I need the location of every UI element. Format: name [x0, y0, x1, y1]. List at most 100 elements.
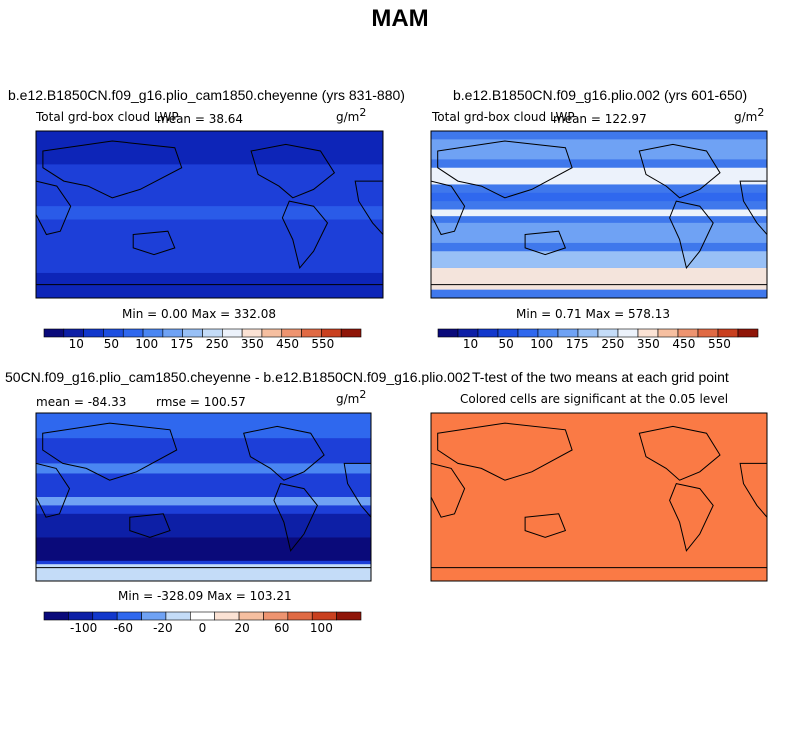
colorbar-cell	[182, 328, 203, 338]
map-frame	[35, 412, 372, 582]
coastline	[281, 200, 329, 269]
colorbar-cell	[63, 328, 84, 338]
panel-stats: Min = -328.09 Max = 103.21	[118, 589, 292, 603]
map-band	[431, 167, 767, 185]
map-panel	[35, 130, 384, 299]
coastline	[42, 140, 183, 199]
coastline	[243, 425, 325, 481]
map-background	[431, 413, 767, 581]
map-band	[36, 131, 383, 165]
colorbar-cell	[222, 328, 243, 338]
coastline	[669, 483, 714, 552]
colorbar-cell	[697, 328, 719, 338]
map-band	[36, 497, 371, 506]
colorbar: 10 50 100 175 250 350 450 550	[437, 328, 759, 351]
colorbar-cell	[241, 328, 263, 338]
colorbar-cell	[477, 328, 499, 338]
map-frame	[35, 130, 384, 299]
map-panel	[430, 412, 768, 582]
colorbar-cell	[261, 328, 283, 338]
map-band	[431, 222, 767, 243]
panel-stats: Min = 0.71 Max = 578.13	[516, 307, 670, 321]
colorbar-label: 50	[104, 337, 119, 351]
panel-mean: mean = -84.33	[36, 395, 126, 409]
colorbar-cell	[165, 611, 191, 621]
units-base: g/m	[734, 110, 757, 124]
colorbar-label: 100	[530, 337, 553, 351]
colorbar-cell	[162, 328, 183, 338]
coastline	[638, 425, 721, 481]
colorbar-cell	[214, 611, 240, 621]
coastline	[42, 422, 178, 481]
panel-variable: Total grd-box cloud LWP	[431, 110, 575, 124]
coastline	[250, 143, 336, 199]
colorbar-label: 0	[199, 621, 207, 635]
colorbar-cell	[238, 611, 264, 621]
map-band	[36, 206, 383, 220]
colorbar-cell	[321, 328, 342, 338]
colorbar-cell	[737, 328, 759, 338]
panel-units: g/m2	[734, 106, 764, 124]
coastline	[273, 483, 318, 552]
panel-mean: mean = 122.97	[553, 112, 647, 126]
colorbar-label: 10	[463, 337, 478, 351]
coastline	[437, 422, 573, 481]
panel-title: 50CN.f09_g16.plio_cam1850.cheyenne - b.e…	[5, 369, 471, 385]
colorbar-label: 50	[498, 337, 513, 351]
colorbar-cell	[517, 328, 539, 338]
map-frame	[430, 130, 768, 299]
colorbar-cell	[336, 611, 362, 621]
map-band	[36, 413, 371, 439]
colorbar-cell	[677, 328, 699, 338]
colorbar-label: -100	[70, 621, 97, 635]
colorbar-label: 450	[276, 337, 299, 351]
map-band	[431, 192, 767, 202]
map-band	[431, 267, 767, 290]
colorbar-label: 175	[566, 337, 589, 351]
panel-rmse: rmse = 100.57	[156, 395, 246, 409]
colorbar-cell	[301, 328, 322, 338]
coastline	[36, 180, 72, 236]
colorbar-cell	[437, 328, 459, 338]
colorbar-cell	[202, 328, 223, 338]
figure-title: MAM	[371, 5, 428, 32]
colorbar-label: 250	[601, 337, 624, 351]
coastline	[354, 180, 383, 236]
colorbar-cell	[597, 328, 619, 338]
colorbar-cell	[497, 328, 519, 338]
colorbar-cell	[83, 328, 104, 338]
colorbar-cell	[537, 328, 559, 338]
coastline	[343, 462, 371, 518]
colorbar-cell	[617, 328, 639, 338]
panel-title: b.e12.B1850CN.f09_g16.plio.002 (yrs 601-…	[453, 87, 747, 103]
panel-title: T-test of the two means at each grid poi…	[472, 369, 729, 385]
coastline	[739, 462, 767, 518]
colorbar-cell	[142, 328, 164, 338]
map-band	[36, 513, 371, 538]
maps: 10 50 100 175 250 350 450 550 10 50 100 175 250 350 45…	[35, 130, 768, 635]
colorbar-label: -20	[153, 621, 173, 635]
colorbar-cell	[717, 328, 739, 338]
colorbar-label: -60	[113, 621, 133, 635]
colorbar-cell	[557, 328, 579, 338]
colorbar-label: 60	[274, 621, 289, 635]
colorbar-label: 450	[672, 337, 695, 351]
coastline	[431, 462, 466, 518]
units-exp: 2	[359, 106, 366, 119]
map-band	[36, 564, 371, 581]
colorbar-cell	[92, 611, 118, 621]
colorbar-cell	[116, 611, 142, 621]
map-band	[431, 251, 767, 268]
map-frame	[430, 412, 768, 582]
coastline	[129, 513, 171, 538]
colorbar-cell	[141, 611, 167, 621]
map-band	[431, 139, 767, 160]
map-band	[36, 272, 383, 298]
panel-variable: Total grd-box cloud LWP	[35, 110, 179, 124]
colorbar-cell	[43, 328, 65, 338]
panel-title: b.e12.B1850CN.f09_g16.plio_cam1850.cheye…	[8, 87, 405, 103]
colorbar-label: 250	[206, 337, 229, 351]
colorbar-cell	[68, 611, 94, 621]
colorbar-cell	[43, 611, 69, 621]
